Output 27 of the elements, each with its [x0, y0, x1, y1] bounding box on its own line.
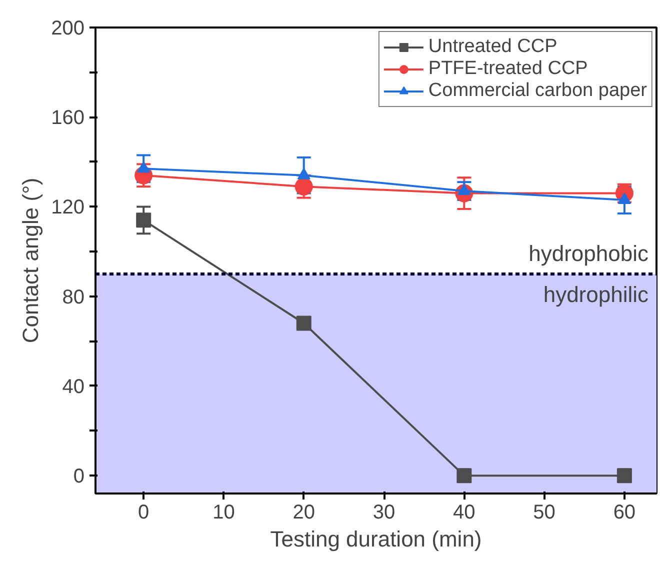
point — [136, 212, 152, 228]
point — [297, 168, 310, 180]
legend-label: PTFE-treated CCP — [428, 58, 588, 80]
x-tick-label: 40 — [453, 502, 476, 524]
x-tick-label: 20 — [292, 502, 315, 524]
point — [294, 178, 313, 196]
point — [616, 468, 632, 484]
point — [456, 468, 472, 484]
point — [296, 316, 312, 331]
legend-label: Commercial carbon paper — [428, 80, 647, 102]
y-tick-label: 120 — [51, 196, 85, 219]
y-tick-label: 40 — [62, 376, 85, 398]
ref-line-label: hydrophobic — [528, 240, 649, 266]
y-tick-label: 80 — [62, 286, 85, 308]
y-tick-label: 200 — [51, 18, 85, 40]
x-tick-label: 0 — [138, 502, 150, 524]
point — [137, 161, 150, 173]
band-label: hydrophilic — [543, 282, 649, 307]
x-axis-title: Testing duration (min) — [270, 526, 482, 552]
y-axis-title: Contact angle (°) — [18, 178, 44, 344]
x-tick-label: 60 — [613, 502, 636, 524]
y-tick-label: 160 — [51, 107, 85, 130]
x-tick-label: 50 — [533, 502, 556, 524]
legend-label: Untreated CCP — [428, 36, 558, 58]
x-tick-label: 30 — [372, 502, 396, 524]
x-tick-label: 10 — [212, 502, 235, 524]
y-tick-label: 0 — [73, 466, 84, 488]
